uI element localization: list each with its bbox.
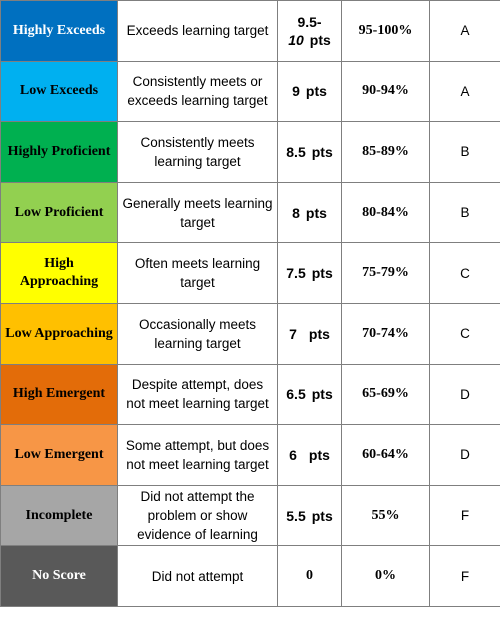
percent-cell: 95-100% xyxy=(341,0,430,62)
points-unit: pts xyxy=(311,143,333,160)
grade-cell: B xyxy=(429,181,500,244)
percent-cell: 65-69% xyxy=(341,363,430,426)
points-value: 8.5 xyxy=(286,143,306,160)
table-row: Low Approaching Occasionally meets learn… xyxy=(0,302,500,365)
points-range-start: 9.5- xyxy=(297,13,322,30)
description-cell: Exceeds learning target xyxy=(117,0,278,62)
points-unit: pts xyxy=(305,204,327,221)
table-row: Low Emergent Some attempt, but does not … xyxy=(0,424,500,486)
grading-scale-table: Highly Exceeds Exceeds learning target 9… xyxy=(0,0,500,607)
grade-cell: C xyxy=(429,302,500,365)
points-unit: pts xyxy=(311,507,333,524)
points-unit: pts xyxy=(311,265,333,282)
grade-cell: A xyxy=(429,60,500,123)
percent-cell: 0% xyxy=(341,545,430,607)
table-row: Low Exceeds Consistently meets or exceed… xyxy=(0,60,500,123)
points-cell: 9 pts xyxy=(277,60,342,123)
grade-cell: B xyxy=(429,121,500,183)
points-value: 9 xyxy=(292,83,300,100)
grade-cell: A xyxy=(429,0,500,62)
grade-cell: D xyxy=(429,424,500,486)
description-cell: Consistently meets or exceeds learning t… xyxy=(117,60,278,123)
points-cell: 0 xyxy=(277,545,342,607)
points-cell: 7 pts xyxy=(277,302,342,365)
points-value: 8 xyxy=(292,204,300,221)
description-cell: Generally meets learning target xyxy=(117,181,278,244)
percent-cell: 70-74% xyxy=(341,302,430,365)
percent-cell: 60-64% xyxy=(341,424,430,486)
level-cell: Incomplete xyxy=(0,484,118,547)
points-unit: pts xyxy=(311,386,333,403)
points-cell: 6 pts xyxy=(277,424,342,486)
level-cell: Highly Exceeds xyxy=(0,0,118,62)
points-value: 6 xyxy=(289,446,297,463)
percent-cell: 55% xyxy=(341,484,430,547)
description-cell: Did not attempt xyxy=(117,545,278,607)
level-cell: Low Emergent xyxy=(0,424,118,486)
grade-cell: C xyxy=(429,242,500,304)
table-row: No Score Did not attempt 0 0% F xyxy=(0,545,500,607)
points-range-end: 10 pts xyxy=(282,31,337,49)
points-value: 10 xyxy=(288,31,304,48)
grade-cell: F xyxy=(429,484,500,547)
points-cell: 8.5 pts xyxy=(277,121,342,183)
grade-cell: D xyxy=(429,363,500,426)
level-cell: High Emergent xyxy=(0,363,118,426)
points-unit: pts xyxy=(308,325,330,342)
points-cell: 7.5 pts xyxy=(277,242,342,304)
points-cell: 5.5 pts xyxy=(277,484,342,547)
level-cell: Low Approaching xyxy=(0,302,118,365)
points-cell: 8 pts xyxy=(277,181,342,244)
level-cell: No Score xyxy=(0,545,118,607)
description-cell: Occasionally meets learning target xyxy=(117,302,278,365)
points-value: 7.5 xyxy=(286,265,306,282)
points-cell: 6.5 pts xyxy=(277,363,342,426)
level-cell: Low Proficient xyxy=(0,181,118,244)
table-row: Low Proficient Generally meets learning … xyxy=(0,181,500,244)
percent-cell: 90-94% xyxy=(341,60,430,123)
percent-cell: 75-79% xyxy=(341,242,430,304)
grade-cell: F xyxy=(429,545,500,607)
points-value: 7 xyxy=(289,325,297,342)
table-row: Highly Proficient Consistently meets lea… xyxy=(0,121,500,183)
points-value: 6.5 xyxy=(286,386,306,403)
table-row: High Emergent Despite attempt, does not … xyxy=(0,363,500,426)
points-unit: pts xyxy=(305,83,327,100)
level-cell: Highly Proficient xyxy=(0,121,118,183)
level-cell: Low Exceeds xyxy=(0,60,118,123)
percent-cell: 80-84% xyxy=(341,181,430,244)
table-row: High Approaching Often meets learning ta… xyxy=(0,242,500,304)
points-cell: 9.5- 10 pts xyxy=(277,0,342,62)
points-unit: pts xyxy=(309,31,331,48)
points-value: 5.5 xyxy=(286,507,306,524)
percent-cell: 85-89% xyxy=(341,121,430,183)
points-unit: pts xyxy=(308,446,330,463)
table-row: Highly Exceeds Exceeds learning target 9… xyxy=(0,0,500,62)
description-cell: Often meets learning target xyxy=(117,242,278,304)
description-cell: Some attempt, but does not meet learning… xyxy=(117,424,278,486)
level-cell: High Approaching xyxy=(0,242,118,304)
table-row: Incomplete Did not attempt the problem o… xyxy=(0,484,500,547)
description-cell: Consistently meets learning target xyxy=(117,121,278,183)
description-cell: Despite attempt, does not meet learning … xyxy=(117,363,278,426)
description-cell: Did not attempt the problem or show evid… xyxy=(117,484,278,547)
